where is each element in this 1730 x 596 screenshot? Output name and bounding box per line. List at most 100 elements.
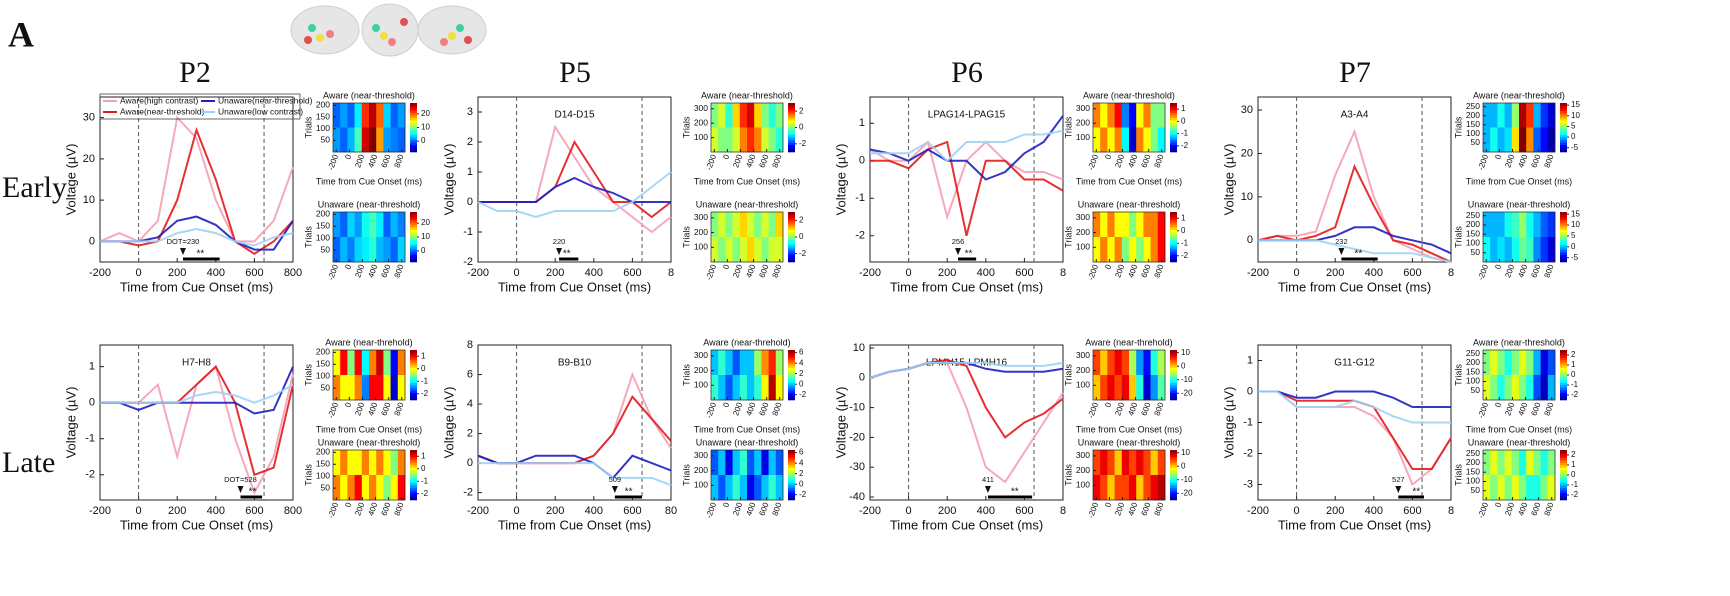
heatmap-cell bbox=[1490, 103, 1498, 128]
heatmap-y-tick-label: 200 bbox=[316, 209, 330, 219]
heatmap-y-tick-label: 300 bbox=[1076, 212, 1090, 222]
x-tick-label: 8 bbox=[1060, 267, 1066, 279]
heatmap-cell bbox=[1497, 375, 1505, 401]
y-tick-label: 10 bbox=[83, 194, 95, 206]
heatmap-x-tick-label: 0 bbox=[1103, 153, 1113, 161]
heatmap-cell bbox=[1136, 103, 1144, 128]
colorbar-cell bbox=[788, 139, 795, 143]
colorbar-tick-label: 0 bbox=[799, 379, 804, 388]
x-tick-label: 200 bbox=[938, 267, 956, 279]
heatmap-cell bbox=[390, 450, 399, 476]
heatmap-cell bbox=[711, 350, 719, 376]
heatmap-x-tick-label: 600 bbox=[757, 401, 770, 417]
colorbar-cell bbox=[410, 249, 417, 253]
heatmap-cell bbox=[1533, 237, 1541, 263]
heatmap-cell bbox=[1540, 212, 1549, 238]
heatmap-cell bbox=[347, 450, 355, 476]
colorbar-cell bbox=[788, 465, 795, 468]
colorbar-cell bbox=[410, 465, 417, 468]
colorbar-cell bbox=[1560, 105, 1567, 109]
colorbar-cell bbox=[788, 460, 795, 463]
heatmap-cell bbox=[775, 350, 784, 376]
heatmap-y-tick-label: 250 bbox=[1466, 348, 1480, 358]
heatmap-cell bbox=[347, 127, 355, 153]
heatmap-cell bbox=[1547, 127, 1556, 153]
colorbar-cell bbox=[1560, 112, 1567, 116]
y-tick-label: 1 bbox=[467, 166, 473, 178]
heatmap-y-tick-label: 150 bbox=[1466, 228, 1480, 238]
heatmap-cell bbox=[1100, 237, 1108, 263]
y-tick-label: -2 bbox=[463, 256, 473, 268]
heatmap-cell bbox=[732, 237, 741, 263]
colorbar-cell bbox=[1560, 482, 1567, 486]
heatmap-y-tick-label: 300 bbox=[694, 212, 708, 222]
colorbar-cell bbox=[1560, 362, 1567, 366]
x-tick-label: 8 bbox=[668, 267, 674, 279]
colorbar-cell bbox=[788, 249, 795, 253]
colorbar-cell bbox=[410, 482, 417, 486]
colorbar-cell bbox=[1560, 110, 1567, 114]
heatmap-cell bbox=[390, 237, 399, 263]
heatmap-cell bbox=[747, 475, 755, 501]
heatmap-cell bbox=[1490, 237, 1498, 263]
heatmap-y-tick-label: 300 bbox=[1076, 450, 1090, 460]
annotation-arrow bbox=[984, 486, 991, 493]
heatmap-cell bbox=[1483, 350, 1491, 376]
heatmap-y-tick-label: 250 bbox=[1466, 101, 1480, 111]
colorbar-cell bbox=[1170, 380, 1177, 383]
colorbar-tick-label: 1 bbox=[421, 351, 426, 360]
colorbar-cell bbox=[1170, 355, 1177, 358]
heatmap-y-tick-label: 100 bbox=[694, 380, 708, 390]
colorbar-tick-label: 0 bbox=[799, 479, 804, 488]
heatmap-cell bbox=[768, 212, 777, 238]
heatmap-cell bbox=[725, 350, 733, 376]
y-tick-label: -1 bbox=[463, 226, 473, 238]
heatmap-cell bbox=[1114, 450, 1123, 476]
heatmap-cell bbox=[1129, 212, 1137, 238]
colorbar-tick-label: 4 bbox=[799, 458, 804, 467]
colorbar-cell bbox=[788, 142, 795, 145]
colorbar-cell bbox=[788, 377, 795, 381]
heatmap-y-tick-label: 300 bbox=[1076, 350, 1090, 360]
heatmap-y-tick-label: 50 bbox=[321, 382, 331, 392]
heatmap-cell bbox=[376, 375, 384, 401]
heatmap-x-tick-label: 200 bbox=[731, 401, 744, 417]
heatmap-cell bbox=[340, 450, 348, 476]
colorbar-tick-label: 15 bbox=[1571, 100, 1580, 109]
heatmap-y-tick-label: 300 bbox=[1076, 103, 1090, 113]
colorbar-tick-label: -2 bbox=[799, 490, 807, 499]
heatmap-cell bbox=[1540, 103, 1549, 128]
heatmap-x-tick-label: 800 bbox=[771, 263, 784, 279]
y-tick-label: -30 bbox=[849, 461, 865, 473]
x-tick-label: -200 bbox=[467, 267, 489, 279]
heatmap-x-tick-label: -200 bbox=[326, 401, 340, 420]
colorbar-cell bbox=[410, 390, 417, 393]
colorbar-cell bbox=[788, 224, 795, 228]
colorbar-cell bbox=[1170, 247, 1177, 250]
colorbar-cell bbox=[788, 387, 795, 391]
colorbar-cell bbox=[788, 105, 795, 109]
heatmap-y-tick-label: 150 bbox=[316, 221, 330, 231]
heatmap-x-label: Time from Cue Onset (ms) bbox=[1466, 424, 1572, 434]
heatmap-cell bbox=[1511, 375, 1520, 401]
colorbar-cell bbox=[788, 452, 795, 456]
heatmap-title: Unaware (near-threshold) bbox=[696, 437, 799, 447]
colorbar-tick-label: -2 bbox=[421, 389, 429, 398]
colorbar-cell bbox=[1560, 257, 1567, 260]
colorbar-cell bbox=[1170, 234, 1177, 238]
colorbar-tick-label: -1 bbox=[421, 476, 429, 485]
x-tick-label: 200 bbox=[168, 505, 186, 517]
colorbar-cell bbox=[1560, 490, 1567, 493]
colorbar-tick-label: -2 bbox=[799, 139, 807, 148]
heatmap-cell bbox=[1157, 212, 1166, 238]
colorbar-cell bbox=[1560, 370, 1567, 373]
annotation-arrow bbox=[1338, 248, 1345, 255]
heatmap-cell bbox=[1107, 127, 1115, 153]
heatmap-cell bbox=[732, 450, 741, 476]
colorbar-cell bbox=[1560, 144, 1567, 148]
heatmap-cell bbox=[739, 237, 748, 263]
annotation: 527 bbox=[1392, 475, 1405, 484]
colorbar-cell bbox=[1170, 377, 1177, 381]
colorbar-cell bbox=[1560, 139, 1567, 143]
colorbar-cell bbox=[410, 224, 417, 228]
